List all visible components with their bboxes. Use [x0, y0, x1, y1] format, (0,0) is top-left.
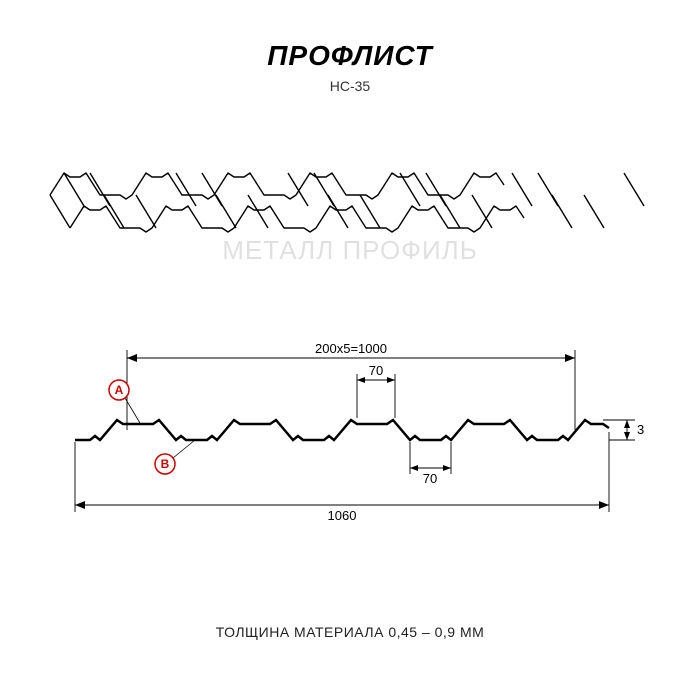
dim-pitch-label: 200х5=1000 [315, 341, 387, 356]
page-subtitle: НС-35 [0, 78, 700, 94]
isometric-view [40, 140, 660, 280]
dim-overall-width: 1060 [328, 508, 357, 523]
dim-bottom-flat: 70 [423, 471, 437, 486]
footer-note: ТОЛЩИНА МАТЕРИАЛА 0,45 – 0,9 ММ [0, 624, 700, 640]
dim-height: 35 [637, 422, 645, 437]
page-title: ПРОФЛИСТ [0, 40, 700, 72]
cross-section-view: 200х5=1000 70 70 35 1060 A B [55, 340, 645, 540]
profile-path [75, 420, 609, 440]
marker-a-label: A [115, 383, 124, 397]
marker-b-label: B [161, 457, 170, 471]
dim-top-flat: 70 [369, 363, 383, 378]
